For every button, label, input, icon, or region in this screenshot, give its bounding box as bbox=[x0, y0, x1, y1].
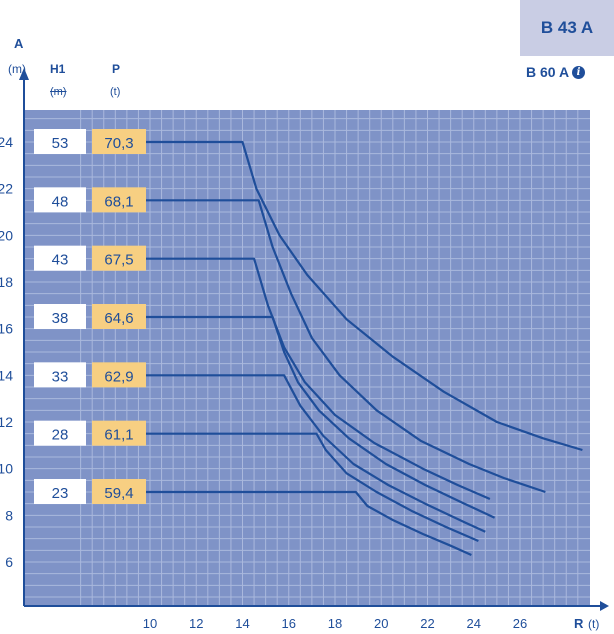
col-p-unit: (t) bbox=[110, 86, 121, 98]
load-curve bbox=[146, 374, 486, 533]
p-box bbox=[92, 479, 146, 504]
x-tick-label: 26 bbox=[513, 616, 527, 631]
x-axis-arrow-icon bbox=[600, 601, 609, 611]
y-axis-arrow-icon bbox=[19, 68, 29, 80]
load-curve bbox=[146, 490, 472, 557]
y-tick-label: 14 bbox=[0, 367, 13, 383]
h1-value: 53 bbox=[52, 135, 69, 152]
h1-box bbox=[34, 304, 86, 329]
p-box bbox=[92, 420, 146, 446]
model-badge: B 43 A bbox=[520, 0, 614, 56]
h1-box bbox=[34, 129, 86, 154]
y-tick-label: 8 bbox=[5, 507, 13, 523]
col-p-label: P bbox=[112, 62, 121, 76]
x-tick-label: 16 bbox=[282, 616, 296, 631]
y-tick-label: 24 bbox=[0, 134, 13, 150]
info-icon[interactable]: i bbox=[572, 65, 586, 79]
p-value: 67,5 bbox=[104, 252, 133, 269]
p-box bbox=[92, 304, 146, 329]
load-curve bbox=[146, 199, 546, 494]
axis-a-unit: (m) bbox=[8, 62, 26, 76]
x-tick-label: 20 bbox=[374, 616, 388, 631]
y-tick-label: 16 bbox=[0, 321, 13, 337]
axis-a-label: A bbox=[14, 36, 24, 51]
h1-value: 23 bbox=[52, 485, 69, 502]
y-tick-label: 12 bbox=[0, 414, 13, 430]
load-curve bbox=[146, 140, 583, 452]
p-value: 61,1 bbox=[104, 427, 133, 444]
h1-value: 28 bbox=[52, 427, 69, 444]
h1-value: 33 bbox=[52, 368, 69, 385]
h1-box bbox=[34, 420, 86, 446]
p-box bbox=[92, 362, 146, 388]
p-box bbox=[92, 187, 146, 213]
p-box bbox=[92, 129, 146, 154]
alt-model-link[interactable]: B 60 A i bbox=[526, 62, 614, 82]
load-curve bbox=[146, 432, 479, 543]
load-curve bbox=[146, 315, 496, 519]
col-h1-unit: (m) bbox=[50, 86, 67, 98]
h1-box bbox=[34, 187, 86, 213]
x-tick-label: 22 bbox=[420, 616, 434, 631]
alt-model-label: B 60 A bbox=[526, 64, 570, 80]
p-value: 62,9 bbox=[104, 368, 133, 385]
p-value: 59,4 bbox=[104, 485, 133, 502]
h1-box bbox=[34, 245, 86, 271]
load-curve bbox=[146, 257, 491, 501]
y-tick-label: 6 bbox=[5, 554, 13, 570]
p-value: 70,3 bbox=[104, 135, 133, 152]
x-tick-label: 10 bbox=[143, 616, 157, 631]
p-value: 68,1 bbox=[104, 193, 133, 210]
x-axis-unit: (t) bbox=[588, 617, 599, 631]
col-h1-label: H1 bbox=[50, 62, 66, 76]
h1-box bbox=[34, 479, 86, 504]
h1-value: 38 bbox=[52, 310, 69, 327]
model-label: B 43 A bbox=[540, 18, 594, 37]
y-tick-label: 10 bbox=[0, 461, 13, 477]
x-axis-label: R bbox=[574, 616, 584, 631]
y-tick-label: 18 bbox=[0, 274, 13, 290]
h1-box bbox=[34, 362, 86, 388]
h1-value: 48 bbox=[52, 193, 69, 210]
p-box bbox=[92, 245, 146, 271]
y-tick-label: 20 bbox=[0, 227, 13, 243]
p-value: 64,6 bbox=[104, 310, 133, 327]
x-tick-label: 24 bbox=[467, 616, 481, 631]
plot-area bbox=[24, 110, 590, 606]
x-tick-label: 14 bbox=[235, 616, 249, 631]
h1-value: 43 bbox=[52, 252, 69, 269]
y-tick-label: 22 bbox=[0, 181, 13, 197]
x-tick-label: 18 bbox=[328, 616, 342, 631]
x-tick-label: 12 bbox=[189, 616, 203, 631]
